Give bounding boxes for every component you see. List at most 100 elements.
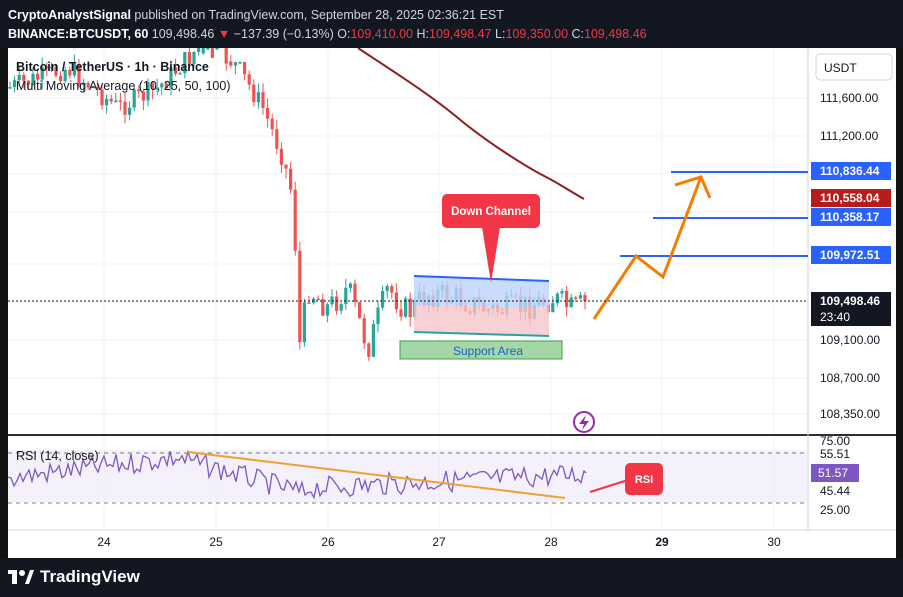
candle-body [59, 75, 63, 82]
candle-body [399, 309, 403, 317]
candle-body [229, 61, 233, 66]
candle-body [321, 298, 325, 316]
candle-body [574, 297, 578, 299]
candle-body [555, 293, 559, 304]
candle-body [381, 291, 385, 308]
candle-body [82, 82, 86, 86]
candle-body [91, 86, 95, 89]
candle-body [72, 63, 76, 76]
candle-body [155, 87, 159, 90]
brand-name: TradingView [40, 567, 140, 586]
candle-body [284, 164, 288, 169]
indicator-legend[interactable]: Multi Moving Average (10, 25, 50, 100) [16, 79, 231, 93]
candle-body [362, 318, 366, 344]
tradingview-logo-icon [8, 570, 34, 584]
candle-body [86, 82, 90, 88]
channel-lower-zone[interactable] [414, 305, 549, 336]
candle-body [100, 89, 104, 106]
lightning-bolt-glyph [579, 415, 589, 430]
symbol-label[interactable]: BINANCE:BTCUSDT, 60 [8, 27, 149, 41]
candle-body [404, 298, 408, 317]
publisher-name[interactable]: CryptoAnalystSignal [8, 8, 131, 22]
time-tick: 30 [767, 535, 781, 549]
support-area-box[interactable] [399, 340, 563, 360]
currency-button[interactable] [815, 53, 893, 81]
candle-body [210, 43, 214, 58]
candle-body [243, 62, 247, 75]
footer-bar: TradingView [0, 558, 903, 597]
candle-body [169, 67, 173, 89]
close-value: 109,498.46 [584, 27, 647, 41]
level-tag-1[interactable] [811, 162, 891, 180]
rsi-line[interactable] [7, 449, 587, 500]
price-tick: 109,100.00 [820, 333, 880, 347]
rsi-current-tag[interactable] [811, 464, 859, 482]
candle-body [565, 290, 569, 308]
rsi-callout[interactable] [625, 463, 663, 495]
candle-body [551, 303, 555, 313]
moving-average-line[interactable] [357, 47, 585, 200]
candle-body [252, 84, 256, 103]
change-arrow-icon: ▼ [217, 27, 231, 41]
channel-upper-zone[interactable] [414, 276, 549, 308]
rsi-tick: 45.44 [820, 484, 850, 498]
candle-body [109, 98, 113, 102]
candle-body [178, 73, 182, 75]
candle-body [233, 62, 237, 66]
down-channel-callout[interactable] [442, 194, 540, 228]
candle-body [261, 92, 265, 108]
high-label: H: [416, 27, 430, 41]
level-tag-4[interactable] [811, 246, 891, 264]
down-channel-pointer [482, 227, 500, 283]
candle-body [385, 286, 389, 292]
candle-body [8, 87, 12, 89]
candle-body [266, 107, 270, 119]
high-value: 109,498.47 [429, 27, 492, 41]
candle-body [270, 118, 274, 130]
candle-body [578, 295, 582, 299]
candle-body [164, 83, 168, 89]
candle-body [583, 295, 587, 302]
current-price-tag[interactable] [811, 292, 891, 326]
price-tick: 111,600.00 [820, 91, 879, 105]
time-tick: 29 [655, 535, 669, 549]
tradingview-logo[interactable]: TradingView [8, 567, 140, 587]
candle-body [13, 80, 17, 88]
level-tag-label: 110,358.17 [820, 210, 880, 224]
projection-arrowhead [674, 175, 712, 199]
channel-bottom-line[interactable] [413, 331, 550, 337]
level-tag-2[interactable] [811, 189, 891, 207]
candle-body [151, 82, 155, 90]
lightning-icon[interactable] [573, 411, 595, 433]
candle-body [307, 302, 311, 304]
candle-body [335, 296, 339, 311]
level-tag-3[interactable] [811, 208, 891, 226]
chart-area[interactable]: Support Area Down Channel RSI USDT 111,6… [7, 36, 896, 558]
candle-body [123, 101, 127, 115]
chart-canvas[interactable]: Support Area Down Channel RSI USDT 111,6… [7, 36, 896, 558]
candle-body [279, 148, 283, 165]
channel-top-line[interactable] [413, 275, 550, 282]
level-tag-label: 110,558.04 [820, 191, 880, 205]
candle-body [371, 324, 375, 357]
price-tick: 108,700.00 [820, 371, 880, 385]
time-tick: 28 [544, 535, 558, 549]
candle-body [201, 43, 205, 54]
candle-body [348, 283, 352, 288]
projection-path[interactable] [592, 176, 703, 320]
candle-body [128, 107, 132, 115]
symbol-legend[interactable]: Bitcoin / TetherUS · 1h · Binance [16, 60, 209, 74]
candle-body [137, 89, 141, 92]
candle-body [298, 250, 302, 343]
rsi-legend[interactable]: RSI (14, close) [16, 449, 99, 463]
candle-body [325, 304, 329, 316]
candle-body [238, 62, 242, 64]
candle-body [408, 298, 412, 318]
candle-body [367, 343, 371, 357]
candle-body [569, 297, 573, 308]
candle-body [22, 74, 26, 81]
rsi-callout-label: RSI [635, 474, 653, 486]
rsi-divergence-trendline[interactable] [187, 451, 566, 499]
open-value: 109,410.00 [350, 27, 414, 41]
candle-body [339, 304, 343, 311]
